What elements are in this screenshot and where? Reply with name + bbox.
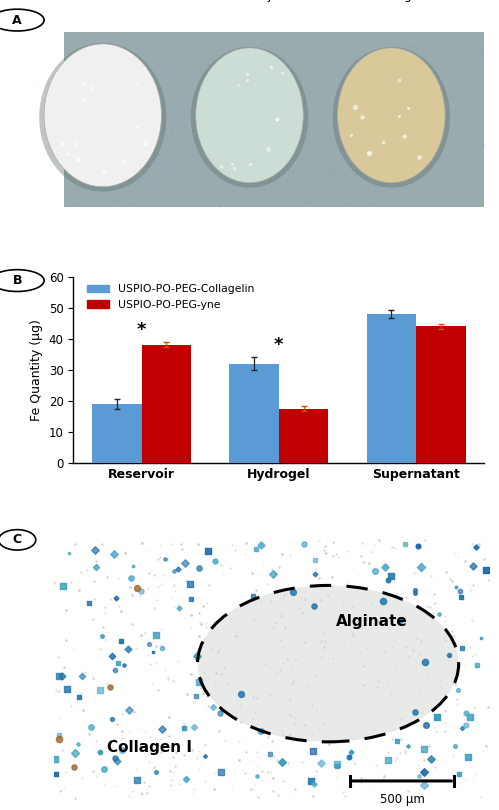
Ellipse shape	[44, 44, 162, 187]
Text: C: C	[12, 533, 22, 547]
Text: B: B	[12, 274, 22, 287]
Text: USPIO-PO-
PEG-yne: USPIO-PO- PEG-yne	[234, 0, 295, 2]
Ellipse shape	[191, 47, 308, 188]
Ellipse shape	[196, 48, 303, 183]
Ellipse shape	[337, 48, 445, 183]
FancyBboxPatch shape	[64, 32, 484, 207]
Text: A: A	[12, 14, 22, 27]
Circle shape	[0, 270, 44, 292]
Circle shape	[0, 530, 36, 550]
Circle shape	[0, 9, 44, 31]
Ellipse shape	[39, 43, 166, 192]
Text: Control: Control	[116, 0, 159, 2]
Ellipse shape	[333, 47, 450, 188]
Text: USPIO-PO-
PEG-Collagelin: USPIO-PO- PEG-Collagelin	[348, 0, 435, 2]
